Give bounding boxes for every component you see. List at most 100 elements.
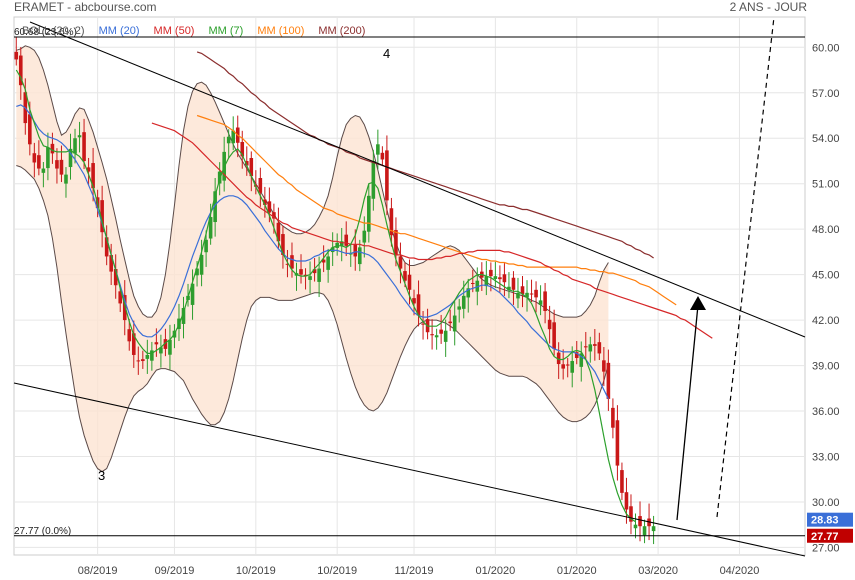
candle-body xyxy=(633,524,638,529)
wave-label-3: 3 xyxy=(98,468,105,483)
candle-body xyxy=(624,492,629,510)
candle-body xyxy=(529,293,534,295)
candle-body xyxy=(321,259,326,263)
candle-body xyxy=(574,352,579,358)
price-tag-box xyxy=(807,512,853,527)
candle-body xyxy=(50,143,55,154)
trendline-lower xyxy=(13,382,806,557)
x-tick-label: 10/2019 xyxy=(236,565,276,577)
candle-body xyxy=(525,292,529,298)
candle-body xyxy=(100,200,104,233)
bollinger-band-fill xyxy=(16,45,609,472)
candle-body xyxy=(507,286,511,290)
candle-body xyxy=(181,307,186,324)
candle-body xyxy=(570,361,575,373)
candle-body xyxy=(407,274,412,290)
candle-body xyxy=(299,269,303,275)
candle-body xyxy=(258,178,263,193)
y-tick-label: 30.00 xyxy=(812,497,840,509)
candle-body xyxy=(199,254,204,275)
candle-body xyxy=(290,255,294,269)
candle-body xyxy=(281,234,285,255)
candle-body xyxy=(339,241,344,247)
candle-body xyxy=(64,174,68,184)
candle-body xyxy=(493,276,498,279)
candle-body xyxy=(498,277,502,280)
candle-body xyxy=(82,132,86,161)
sma7-line xyxy=(15,69,636,523)
candle-body xyxy=(412,298,416,304)
candle-body xyxy=(398,256,403,269)
y-tick-label: 33.00 xyxy=(812,451,840,463)
candle-body xyxy=(565,364,570,366)
candle-body xyxy=(168,339,172,355)
candle-body xyxy=(330,247,335,253)
projection-arrow-line xyxy=(676,304,699,521)
sma100-line xyxy=(196,114,677,306)
candle-body xyxy=(285,263,290,265)
y-tick-label: 36.00 xyxy=(812,406,840,418)
candle-body xyxy=(231,130,236,144)
candle-body xyxy=(443,330,448,342)
price-tag-label: 28.83 xyxy=(811,515,839,527)
fib-level-label: 27.77 (0.0%) xyxy=(14,526,71,537)
candle-body xyxy=(68,148,73,168)
candle-body xyxy=(240,141,245,157)
candle-body xyxy=(131,333,136,355)
candle-body xyxy=(376,144,380,155)
candle-body xyxy=(484,276,489,287)
y-tick-label: 57.00 xyxy=(812,88,840,100)
candle-body xyxy=(583,346,588,348)
candle-body xyxy=(204,239,208,253)
candle-body xyxy=(104,237,109,257)
wave-label-4: 4 xyxy=(383,46,390,61)
candle-body xyxy=(249,158,254,177)
candle-body xyxy=(317,268,321,282)
price-tag-label: 27.77 xyxy=(811,531,839,543)
candle-body xyxy=(353,244,358,257)
candle-body xyxy=(357,247,362,265)
candle-body xyxy=(37,155,41,169)
y-tick-label: 48.00 xyxy=(812,224,840,236)
candle-body xyxy=(642,526,647,536)
candle-body xyxy=(28,114,32,145)
candle-body xyxy=(371,160,376,199)
fib-level-label: 60.68 (23.6%) xyxy=(14,27,77,38)
candle-body xyxy=(159,347,163,354)
y-tick-label: 45.00 xyxy=(812,270,840,282)
candle-body xyxy=(150,350,154,361)
candle-body xyxy=(344,234,349,246)
candle-body xyxy=(416,294,421,316)
x-tick-label: 09/2019 xyxy=(155,565,195,577)
candle-body xyxy=(113,269,118,286)
projection-arrow-head xyxy=(690,296,706,310)
candle-body xyxy=(556,352,561,365)
projection-dashed-line xyxy=(716,16,775,518)
candle-body xyxy=(14,51,19,60)
candle-body xyxy=(362,230,367,243)
candle-body xyxy=(141,359,145,362)
candle-body xyxy=(534,289,538,298)
legend-item: MM (100) xyxy=(257,25,304,37)
candle-body xyxy=(421,323,425,325)
legend-item: MM (200) xyxy=(318,25,365,37)
candle-body xyxy=(389,208,394,236)
candle-body xyxy=(41,168,46,173)
candle-body xyxy=(602,360,606,372)
candle-body xyxy=(86,167,91,172)
period-label[interactable]: 2 ANS - JOUR xyxy=(729,0,807,14)
candle-body xyxy=(385,150,389,201)
sma50-line xyxy=(151,122,713,339)
candle-body xyxy=(263,199,267,205)
candle-body xyxy=(511,277,516,290)
candle-body xyxy=(439,329,443,334)
candle-body xyxy=(561,364,565,369)
candle-body xyxy=(516,292,520,299)
x-tick-label: 04/2020 xyxy=(720,565,760,577)
candle-body xyxy=(620,470,624,493)
candle-body xyxy=(46,147,50,169)
candle-body xyxy=(588,344,593,352)
candle-body xyxy=(448,321,452,324)
candle-body xyxy=(651,526,656,532)
